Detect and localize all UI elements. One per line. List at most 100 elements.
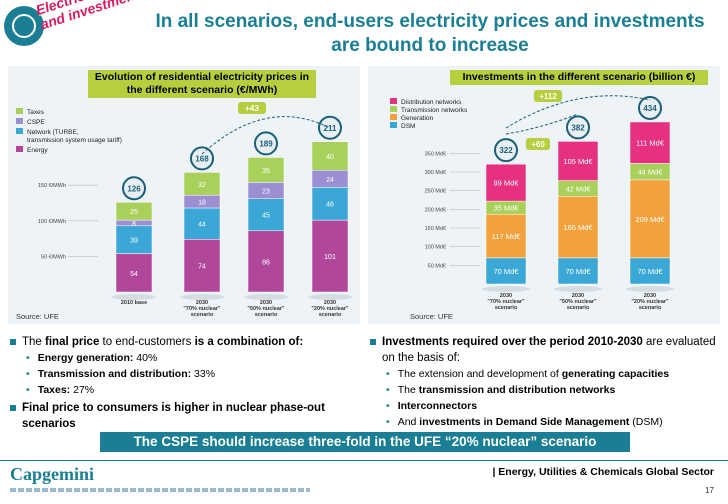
x-tick-label-1: "50% nuclear" [559, 299, 597, 305]
legend-label-3: DSM [401, 123, 415, 130]
bar-segment-2-3 [629, 121, 671, 164]
section-stamp: Electricity prices and investments [34, 0, 167, 33]
text-bold: transmission and distribution networks [418, 384, 616, 396]
text-bold: Energy generation: [37, 352, 134, 364]
total-badge [254, 131, 278, 156]
right-bullets: Investments required over the period 201… [370, 334, 720, 430]
bar-segment-2-1 [247, 198, 285, 232]
company-logo: Capgemini [10, 464, 95, 484]
y-tick-label-5: 300 Md€ [425, 170, 446, 176]
x-tick-label-1: scenario [191, 312, 214, 316]
bullet-square-icon [10, 405, 16, 411]
x-tick-label-3: "20% nuclear" [311, 306, 349, 312]
legend-swatch-2 [390, 114, 397, 120]
y-tick-label-2: 150 Md€ [425, 226, 446, 232]
x-tick-label-3: scenario [319, 312, 342, 316]
total-badge [494, 138, 518, 163]
text-bold: is a combination of: [194, 336, 304, 348]
bar-value-label: 165 Md€ [563, 223, 593, 232]
x-tick-label-2: scenario [255, 312, 278, 316]
legend-label-3: Energy [27, 147, 48, 154]
x-tick-label-1: 2030 [572, 293, 584, 299]
bar-segment-0-1 [115, 225, 153, 254]
bar-value-label: 70 Md€ [493, 267, 519, 276]
bar-value-label: 32 [198, 182, 206, 189]
x-tick-label-0: "70% nuclear" [487, 299, 525, 305]
text-bold: Transmission and distribution: [37, 368, 192, 380]
left-bullet-1: The final price to end-customers is a co… [10, 334, 360, 350]
left-bullets: The final price to end-customers is a co… [10, 334, 360, 432]
bar-segment-2-0 [629, 257, 671, 285]
right-sub-bullet-3: • Interconnectors [386, 400, 478, 412]
right-sub-bullet-4: • And investments in Demand Side Manageme… [386, 416, 663, 428]
legend-label-2: Network (TURBE, [27, 129, 79, 136]
annotation-arc [505, 113, 579, 135]
bar-value-label: 35 [262, 168, 270, 175]
x-tick-label-1: scenario [567, 305, 590, 311]
bar-shadow [482, 286, 530, 292]
total-label: 126 [127, 184, 141, 193]
logo-tagline-decoration [10, 488, 310, 492]
bar-shadow [554, 286, 602, 292]
x-tick-label-0: 2010 base [121, 300, 147, 306]
text: to end-customers [99, 336, 195, 348]
legend-swatch-1 [390, 106, 397, 112]
annotation-badge [534, 90, 562, 102]
text-bold: investments in Demand Side Management [419, 416, 630, 428]
annotation-badge [526, 138, 550, 150]
bar-segment-0-3 [115, 202, 153, 221]
text: (DSM) [629, 416, 663, 428]
y-tick-label-6: 350 Md€ [425, 151, 446, 157]
y-tick-label-1: 100 €/MWh [38, 219, 66, 225]
x-tick-label-1: "70% nuclear" [183, 306, 221, 312]
total-label: 211 [324, 124, 337, 133]
bar-value-label: 42 Md€ [565, 184, 591, 193]
footer-sector: | Energy, Utilities & Chemicals Global S… [492, 466, 714, 478]
bar-shadow [308, 294, 352, 300]
legend-label-0: Taxes [27, 109, 45, 116]
title-line-1: In all scenarios, end-users electricity … [155, 11, 705, 32]
bar-segment-3-0 [311, 219, 349, 293]
company-seal-icon [4, 6, 44, 46]
bar-value-label: 24 [326, 177, 334, 184]
investment-chart-panel: Investments in the different scenario (b… [368, 66, 720, 324]
legend-label-2: transmission system usage tariff) [27, 137, 122, 144]
bar-segment-2-3 [247, 157, 285, 183]
text: are evaluated on the basis of: [382, 336, 716, 364]
bar-value-label: 86 [262, 259, 270, 266]
total-label: 168 [195, 154, 209, 163]
x-tick-label-2: 2030 [644, 293, 656, 299]
bar-value-label: 40 [326, 154, 334, 161]
bar-value-label: 101 [324, 254, 336, 261]
bullet-square-icon [370, 339, 376, 345]
investment-chart-title: Investments in the different scenario (b… [450, 70, 708, 85]
left-bullet-2: Final price to consumers is higher in nu… [10, 400, 360, 432]
bar-segment-1-1 [557, 196, 599, 259]
bar-segment-1-3 [183, 172, 221, 196]
bar-value-label: 25 [130, 209, 138, 216]
legend-swatch-0 [16, 108, 23, 114]
bar-value-label: 117 Md€ [492, 232, 521, 241]
annotation-label: +112 [539, 92, 557, 101]
legend-swatch-2 [16, 128, 23, 134]
bar-segment-1-0 [183, 239, 221, 293]
text-bold: final price [45, 336, 100, 348]
bar-value-label: 111 Md€ [636, 139, 665, 148]
price-chart: Taxes CSPE Network (TURBE,transmission sys… [16, 102, 352, 316]
legend-label-2: Generation [401, 115, 434, 122]
bar-shadow [180, 294, 224, 300]
total-badge [638, 95, 662, 120]
annotation-label: +60 [531, 140, 545, 149]
bar-value-label: 35 Md€ [493, 204, 519, 213]
bar-value-label: 209 Md€ [635, 215, 665, 224]
right-sub-bullet-2: • The transmission and distribution netwo… [386, 384, 616, 396]
price-chart-source: Source: UFE [16, 312, 59, 321]
total-label: 434 [643, 104, 657, 113]
right-sub-bullet-1: • The extension and development of genera… [386, 368, 670, 380]
bar-segment-1-3 [557, 141, 599, 181]
price-chart-title: Evolution of residential electricity pri… [88, 70, 316, 98]
bar-value-label: 44 Md€ [637, 168, 663, 177]
x-tick-label-0: scenario [495, 305, 518, 311]
y-tick-label-0: 50 Md€ [428, 263, 446, 269]
